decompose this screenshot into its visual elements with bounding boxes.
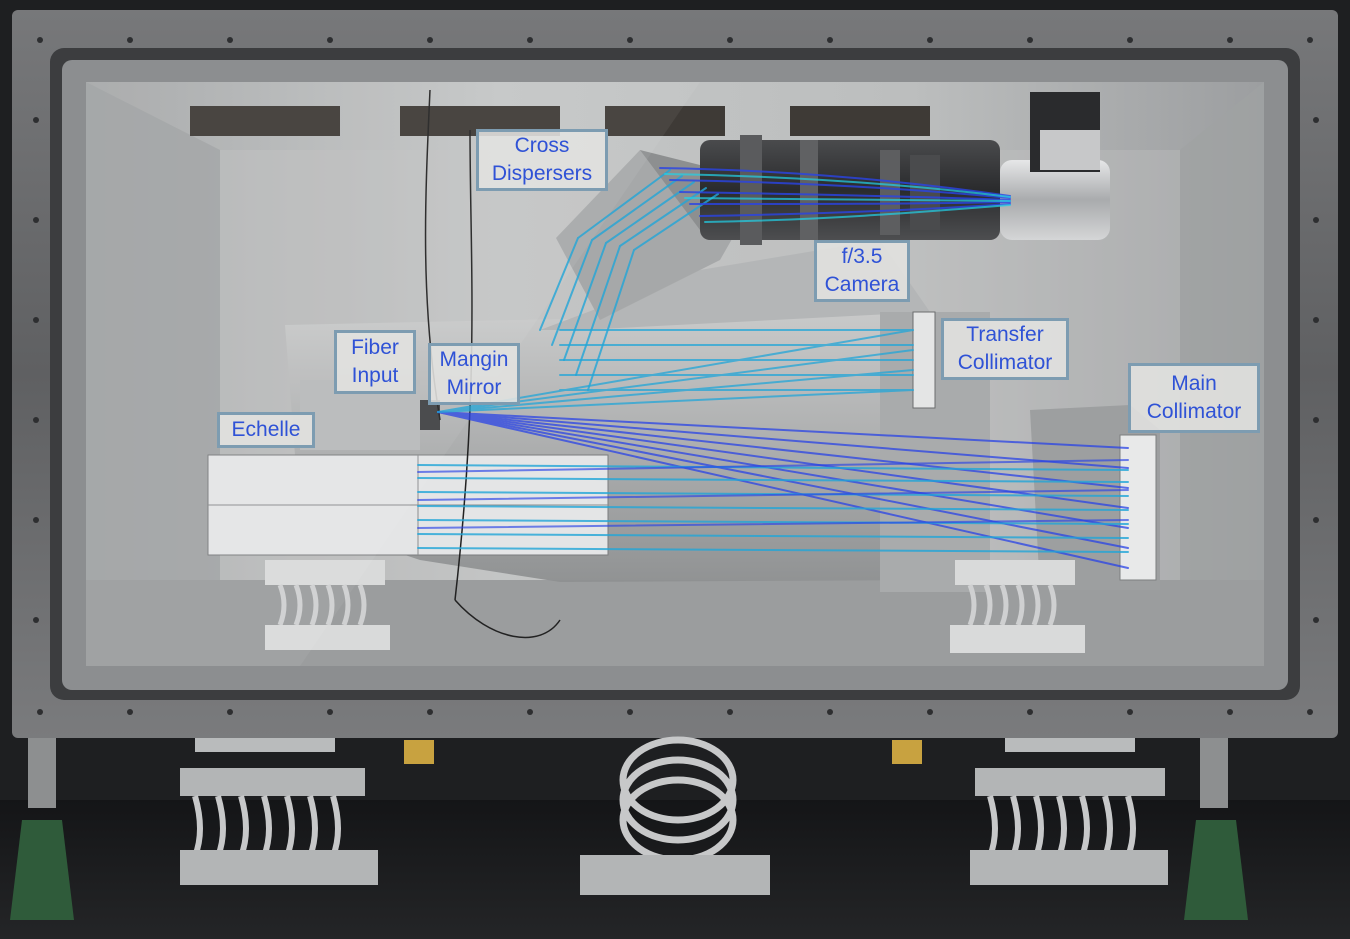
label-fiber-input-line1: Fiber <box>351 336 399 359</box>
isolator-right-outer <box>970 768 1168 885</box>
label-echelle: Echelle <box>217 412 315 448</box>
isolator-left-inner <box>265 560 390 650</box>
label-main-collimator-line1: Main <box>1171 372 1217 395</box>
label-mangin-mirror-line2: Mirror <box>446 376 502 399</box>
label-transfer-collimator: Transfer Collimator <box>941 318 1069 380</box>
label-main-collimator-line2: Collimator <box>1146 400 1242 423</box>
label-camera: f/3.5 Camera <box>814 240 910 302</box>
label-cross-dispersers: Cross Dispersers <box>476 129 608 191</box>
leveling-jacks <box>10 738 1248 920</box>
detector-cryostat <box>1000 160 1110 240</box>
label-main-collimator: Main Collimator <box>1128 363 1260 433</box>
label-cross-dispersers-line2: Dispersers <box>491 162 593 185</box>
label-transfer-collimator-line2: Collimator <box>957 351 1053 374</box>
label-echelle-line1: Echelle <box>231 418 301 441</box>
label-cross-dispersers-line1: Cross <box>514 134 570 157</box>
label-camera-line1: f/3.5 <box>841 245 883 268</box>
label-fiber-input: Fiber Input <box>334 330 416 394</box>
isolator-right-inner <box>950 560 1085 653</box>
label-mangin-mirror-line1: Mangin <box>439 348 509 371</box>
label-fiber-input-line2: Input <box>351 364 399 387</box>
label-transfer-collimator-line1: Transfer <box>966 323 1044 346</box>
label-mangin-mirror: Mangin Mirror <box>428 343 520 405</box>
support-rails <box>195 738 1135 752</box>
frame-bolts <box>33 37 1319 715</box>
isolator-left-outer <box>180 768 378 885</box>
label-camera-line2: Camera <box>824 273 900 296</box>
isolator-center <box>580 736 770 895</box>
transfer-collimator-plate <box>912 311 936 409</box>
ray-traces <box>417 167 1129 569</box>
